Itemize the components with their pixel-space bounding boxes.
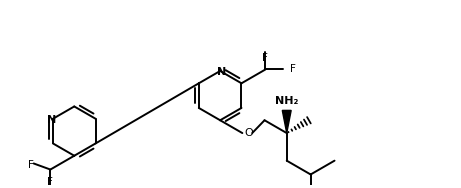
Text: N: N [47, 115, 57, 125]
Polygon shape [282, 110, 291, 133]
Text: NH₂: NH₂ [275, 96, 298, 105]
Text: F: F [262, 53, 268, 63]
Text: O: O [244, 128, 253, 138]
Text: F: F [28, 160, 34, 171]
Text: N: N [218, 67, 227, 77]
Text: F: F [47, 177, 53, 187]
Text: F: F [290, 64, 296, 74]
